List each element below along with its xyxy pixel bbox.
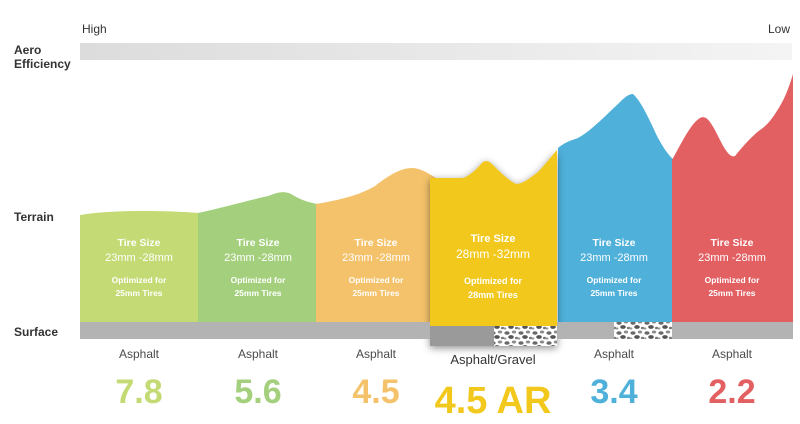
segment-5-text: Tire Size 23mm -28mm Optimized for 25mm … [580, 237, 648, 298]
segment-4-text: Tire Size 28mm -32mm Optimized for 28mm … [456, 233, 530, 300]
optimized-line1-3: Optimized for [349, 275, 404, 285]
terrain-segment-5 [558, 94, 674, 322]
asphalt-strip-right [557, 322, 793, 339]
surface-strip [80, 322, 793, 346]
tire-size-value-3: 23mm -28mm [342, 252, 410, 264]
rating-6: 2.2 [708, 373, 755, 411]
tire-size-label-6: Tire Size [711, 237, 754, 249]
terrain-segment-1 [80, 210, 200, 322]
aero-label-line2: Efficiency [14, 57, 71, 71]
rating-5: 3.4 [590, 373, 637, 411]
tire-size-value-2: 23mm -28mm [224, 252, 292, 264]
terrain-segment-6 [672, 74, 793, 322]
gravel-patch-feature [494, 326, 557, 346]
optimized-line1-2: Optimized for [231, 275, 286, 285]
optimized-line1-1: Optimized for [112, 275, 167, 285]
segment-6-text: Tire Size 23mm -28mm Optimized for 25mm … [698, 237, 766, 298]
surface-names: Asphalt Asphalt Asphalt Asphalt/Gravel A… [119, 347, 753, 367]
surface-name-1: Asphalt [119, 347, 160, 361]
terrain-segment-4 [430, 150, 557, 346]
gravel-patch-blue [614, 322, 672, 339]
tire-size-value-4: 28mm -32mm [456, 247, 530, 261]
tire-size-label-3: Tire Size [355, 237, 398, 249]
rating-2: 5.6 [234, 373, 281, 411]
optimized-line2-4: 28mm Tires [468, 290, 518, 300]
high-label: High [82, 22, 107, 36]
aero-efficiency-bar [80, 43, 792, 60]
terrain-segment-3 [316, 168, 436, 322]
surface-name-5: Asphalt [594, 347, 635, 361]
ratings: 7.8 5.6 4.5 4.5 AR 3.4 2.2 [115, 373, 755, 422]
aero-efficiency-label: Aero Efficiency [14, 43, 71, 71]
asphalt-strip-left [80, 322, 430, 339]
segment-3-text: Tire Size 23mm -28mm Optimized for 25mm … [342, 237, 410, 298]
low-label: Low [768, 22, 790, 36]
tire-size-label-1: Tire Size [118, 237, 161, 249]
surface-name-4: Asphalt/Gravel [450, 352, 535, 367]
optimized-line1-5: Optimized for [587, 275, 642, 285]
surface-name-6: Asphalt [712, 347, 753, 361]
segment-1-text: Tire Size 23mm -28mm Optimized for 25mm … [105, 237, 173, 298]
rating-1: 7.8 [115, 373, 162, 411]
tire-size-value-6: 23mm -28mm [698, 252, 766, 264]
optimized-line2-6: 25mm Tires [708, 288, 755, 298]
optimized-line1-4: Optimized for [464, 276, 522, 286]
optimized-line2-1: 25mm Tires [115, 288, 162, 298]
tire-size-label-2: Tire Size [237, 237, 280, 249]
optimized-line2-2: 25mm Tires [234, 288, 281, 298]
surface-label: Surface [14, 325, 59, 339]
optimized-line2-5: 25mm Tires [590, 288, 637, 298]
asphalt-strip-feature [430, 326, 494, 346]
tire-size-value-5: 23mm -28mm [580, 252, 648, 264]
segment-2-text: Tire Size 23mm -28mm Optimized for 25mm … [224, 237, 292, 298]
surface-name-3: Asphalt [356, 347, 397, 361]
optimized-line1-6: Optimized for [705, 275, 760, 285]
terrain-label: Terrain [14, 210, 54, 224]
terrain-segment-2 [198, 192, 318, 322]
tire-size-label-4: Tire Size [470, 233, 515, 245]
aero-label-line1: Aero [14, 43, 42, 57]
rating-3: 4.5 [352, 373, 399, 411]
tire-size-label-5: Tire Size [593, 237, 636, 249]
terrain-profiles [80, 74, 793, 346]
tire-size-value-1: 23mm -28mm [105, 252, 173, 264]
surface-name-2: Asphalt [238, 347, 279, 361]
rating-4: 4.5 AR [435, 380, 552, 422]
optimized-line2-3: 25mm Tires [352, 288, 399, 298]
